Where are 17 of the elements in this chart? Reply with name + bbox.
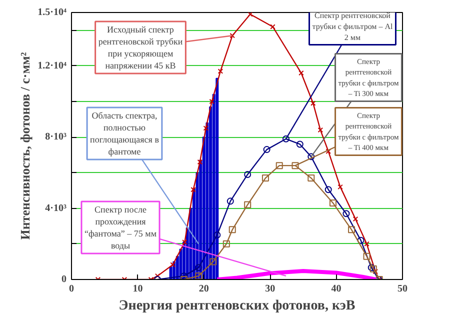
x-tick-label: 20 <box>198 284 209 294</box>
y-tick-label: 0 <box>62 274 66 285</box>
x-axis-title: Энергия рентгеновских фотонов, кэВ <box>118 298 356 314</box>
x-tick-label: 30 <box>265 284 276 294</box>
annotation: Спектр рентгеновской трубки с фильтром – Al 2 мм <box>312 11 394 42</box>
y-tick-label: 1.5·10⁴ <box>38 7 67 18</box>
x-tick-label: 40 <box>331 284 342 294</box>
y-axis-title: Интенсивность, фотонов / с·мм² <box>18 52 33 240</box>
y-tick-label: 4·10³ <box>45 202 67 214</box>
annotation: Спектр после прохождения “фантома” – 75 мм воды <box>84 204 157 250</box>
annotation: Область спектра, полностью поглощающаяся в фантоме <box>90 110 159 156</box>
x-tick-label: 50 <box>398 284 408 294</box>
x-tick-label: 0 <box>69 284 74 294</box>
x-tick-label: 10 <box>132 284 143 294</box>
y-tick-label: 8·10³ <box>45 132 67 143</box>
y-tick-label: 1.2·10⁴ <box>38 60 67 72</box>
annotation: Исходный спектр рентгеновской трубки при ускоряющем напряжении 45 кВ <box>98 24 183 70</box>
